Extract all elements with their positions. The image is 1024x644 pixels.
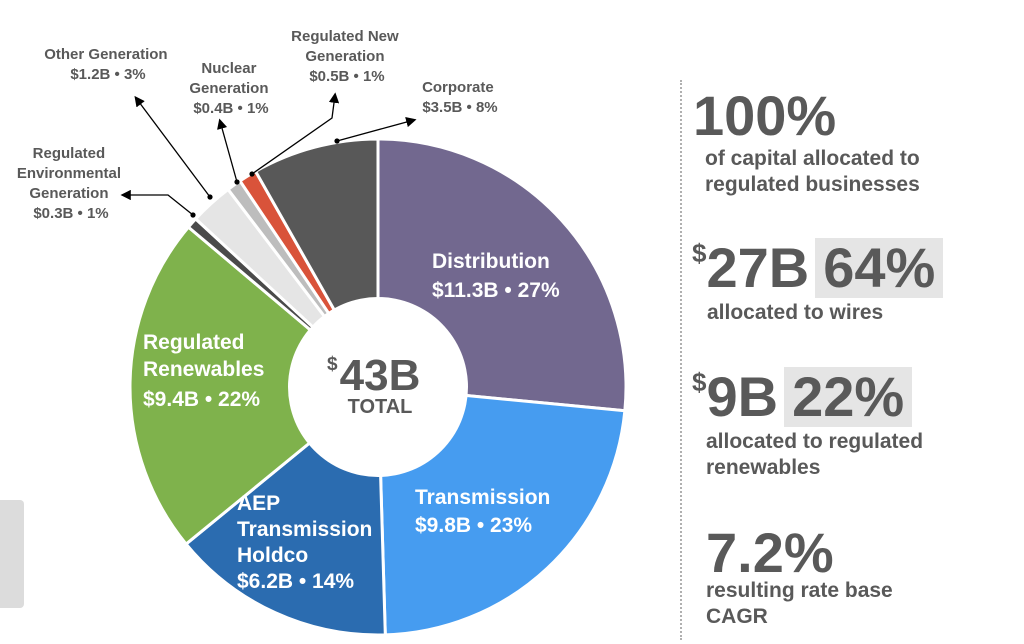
capital-allocation-donut-chart: $ 43B TOTAL Distribution $11.3B • 27% Tr… xyxy=(17,28,628,637)
slice-regulated-renewables xyxy=(128,225,381,547)
total-value: 43B xyxy=(340,351,421,400)
stat-2: $27B 64% xyxy=(692,236,944,299)
corporate-leader xyxy=(336,117,417,142)
donut-hole xyxy=(288,297,468,477)
renewables-label: Regulated Renewables $9.4B • 22% xyxy=(143,331,270,411)
total-label: TOTAL xyxy=(348,396,413,418)
holdco-label: AEP Transmission Holdco $6.2B • 14% xyxy=(237,492,378,593)
callout-leaders xyxy=(120,92,417,218)
environmental-leader xyxy=(120,189,194,216)
stat-2-percent: 64% xyxy=(815,238,944,298)
new-gen-leader xyxy=(251,92,340,175)
stat-3-value: 9B xyxy=(706,365,779,428)
side-tab xyxy=(0,500,24,608)
stat-2-value: 27B xyxy=(706,236,810,299)
stat-3: $9B 22% xyxy=(692,365,913,428)
total-currency: $ xyxy=(327,354,338,375)
transmission-label: Transmission $9.8B • 23% xyxy=(415,486,556,537)
new-generation-callout: Regulated New Generation $0.5B • 1% xyxy=(291,28,403,85)
stat-4-value: 7.2% xyxy=(706,521,834,584)
nuclear-callout: Nuclear Generation $0.4B • 1% xyxy=(189,60,272,117)
stat-3-caption: allocated to regulated renewables xyxy=(706,430,924,479)
distribution-label: Distribution $11.3B • 27% xyxy=(432,250,560,302)
stat-3-percent: 22% xyxy=(784,367,913,427)
stat-3-currency: $ xyxy=(692,367,707,397)
corporate-callout: Corporate $3.5B • 8% xyxy=(422,79,498,116)
panel-divider xyxy=(680,80,682,640)
stat-2-caption: allocated to wires xyxy=(707,301,884,324)
environmental-callout: Regulated Environmental Generation $0.3B… xyxy=(17,145,125,222)
nuclear-leader xyxy=(217,118,238,183)
other-generation-callout: Other Generation $1.2B • 3% xyxy=(44,46,172,83)
other-leader xyxy=(134,95,211,198)
stat-4-caption: resulting rate base CAGR xyxy=(706,579,893,628)
stat-2-currency: $ xyxy=(692,238,707,268)
stat-1-caption: of capital allocated to regulated busine… xyxy=(705,147,920,196)
stat-1-value: 100% xyxy=(693,84,837,147)
